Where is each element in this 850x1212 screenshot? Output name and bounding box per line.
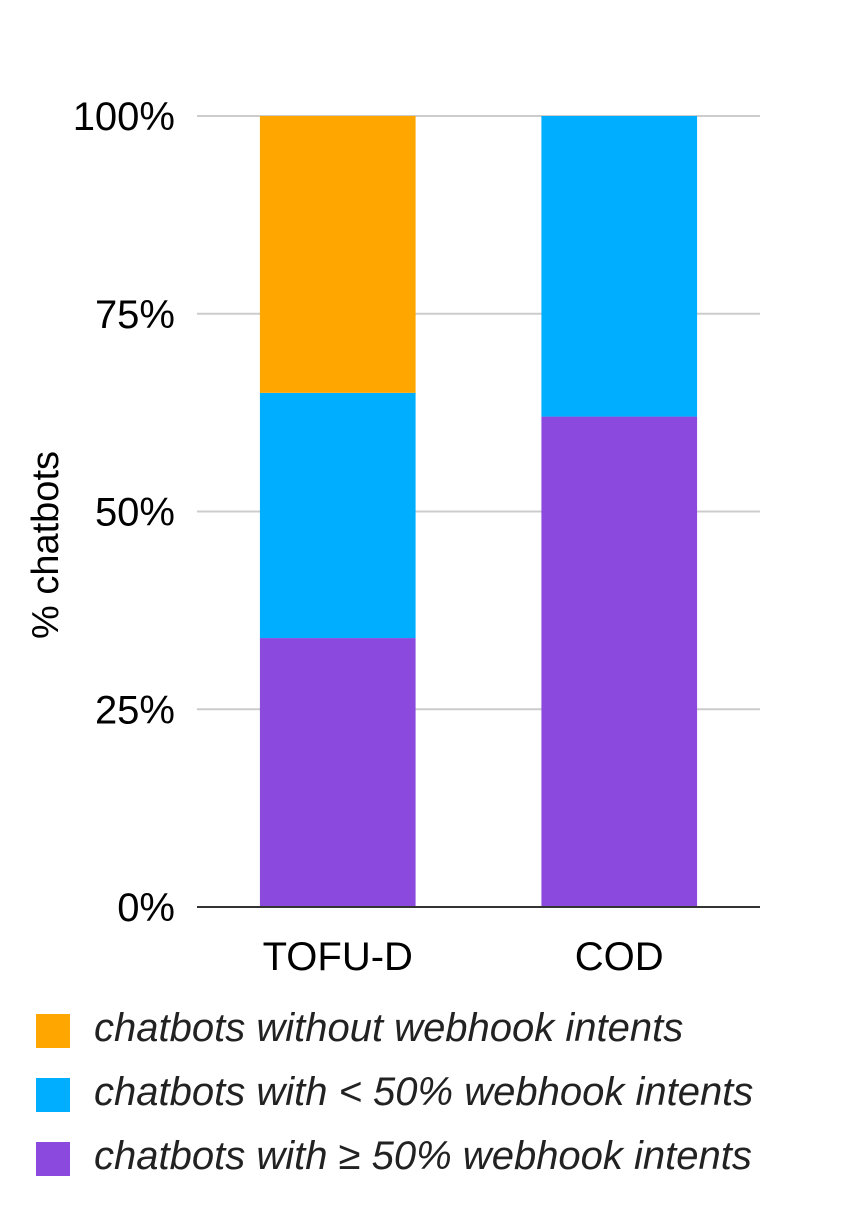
bar-tofu-d-series-0: [259, 638, 416, 907]
legend-label: chatbots with ≥ 50% webhook intents: [94, 1134, 752, 1178]
bar-tofu-d-series-2: [259, 116, 416, 393]
legend-label: chatbots without webhook intents: [94, 1006, 684, 1050]
x-tick-label: TOFU-D: [263, 935, 413, 979]
bar-cod-series-1: [541, 116, 698, 417]
y-axis-title: % chatbots: [25, 451, 67, 639]
y-tick-label: 0%: [117, 886, 175, 930]
legend-swatch-purple: [36, 1142, 70, 1176]
x-tick-label: COD: [575, 935, 664, 979]
axes: 0% 25% 50% 75% 100% TOFU-D COD: [73, 95, 760, 979]
legend: chatbots without webhook intents chatbot…: [36, 1000, 846, 1192]
stacked-bar-chart: 0% 25% 50% 75% 100% TOFU-D COD % chatbots: [25, 95, 760, 979]
bar-tofu-d-series-1: [259, 392, 416, 639]
legend-swatch-blue: [36, 1078, 70, 1112]
legend-swatch-orange: [36, 1014, 70, 1048]
bar-cod-series-0: [541, 416, 698, 907]
legend-label: chatbots with < 50% webhook intents: [94, 1070, 754, 1114]
bars: [259, 116, 698, 907]
y-tick-label: 75%: [95, 293, 175, 337]
legend-item-lt50-webhook: chatbots with < 50% webhook intents: [36, 1064, 846, 1128]
legend-item-no-webhook: chatbots without webhook intents: [36, 1000, 846, 1064]
y-tick-label: 25%: [95, 688, 175, 732]
y-tick-label: 50%: [95, 491, 175, 535]
y-tick-label: 100%: [73, 95, 175, 139]
legend-item-ge50-webhook: chatbots with ≥ 50% webhook intents: [36, 1128, 846, 1192]
